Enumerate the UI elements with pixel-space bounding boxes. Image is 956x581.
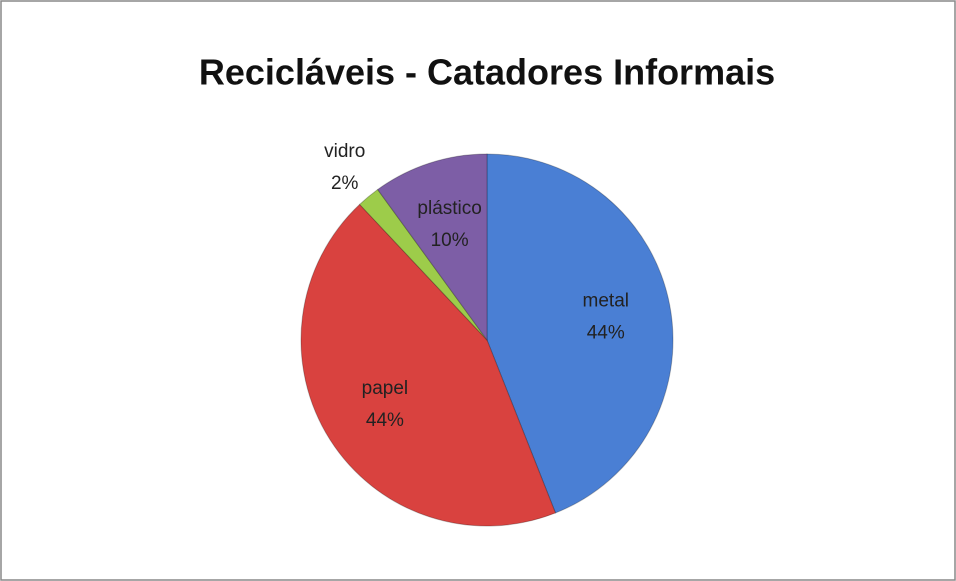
slice-value: 44% xyxy=(587,322,625,343)
slice-category: plástico xyxy=(417,198,481,219)
pie-slice xyxy=(486,153,674,514)
chart-title: Recicláveis - Catadores Informais xyxy=(199,52,775,93)
slice-label: metal 44% xyxy=(583,290,629,343)
slice-value: 2% xyxy=(331,173,359,194)
slice-label: papel 44% xyxy=(362,378,409,431)
slice-value: 44% xyxy=(366,410,404,431)
slice-category: papel xyxy=(362,378,409,399)
pie-slice xyxy=(376,153,488,342)
slice-category: metal xyxy=(583,290,629,311)
pie-slice xyxy=(300,203,557,527)
slice-label: plástico 10% xyxy=(417,198,481,251)
pie-slice xyxy=(358,188,488,341)
slice-label: vidro 2% xyxy=(324,141,365,194)
slice-category: vidro xyxy=(324,141,365,162)
slice-value: 10% xyxy=(431,230,469,251)
